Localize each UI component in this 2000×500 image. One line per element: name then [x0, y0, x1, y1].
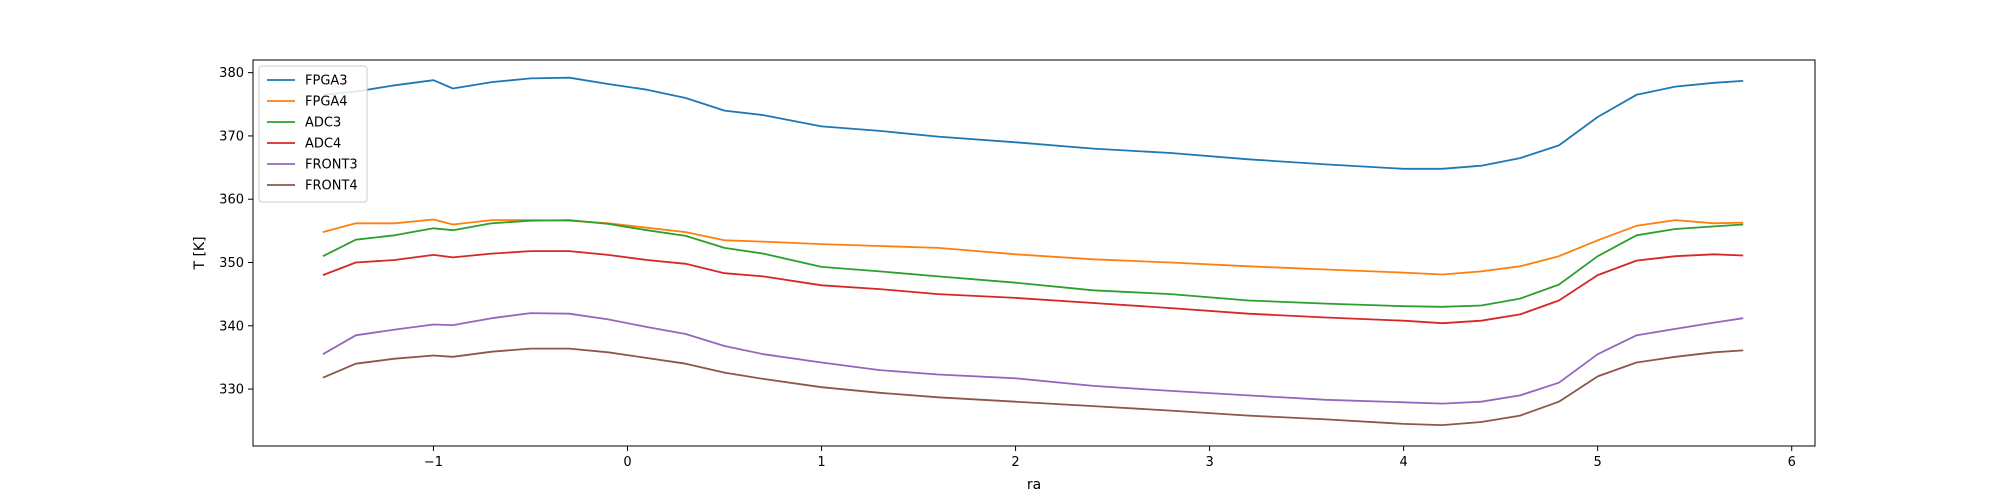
x-axis-label: ra — [1027, 477, 1041, 493]
y-tick-label: 340 — [219, 319, 244, 334]
legend-label-front4: FRONT4 — [305, 179, 358, 194]
x-tick-label: 5 — [1594, 455, 1602, 470]
legend-box — [258, 65, 368, 203]
legend-label-adc3: ADC3 — [305, 116, 341, 131]
series-line-front4 — [322, 347, 1744, 427]
series-line-fpga3 — [322, 76, 1744, 170]
legend-label-front3: FRONT3 — [305, 158, 358, 173]
legend-label-fpga3: FPGA3 — [305, 74, 348, 89]
y-tick-label: 380 — [219, 66, 244, 81]
x-tick-label: 2 — [1011, 455, 1019, 470]
y-tick-label: 370 — [219, 129, 244, 144]
legend-label-adc4: ADC4 — [305, 137, 341, 152]
series-line-fpga4 — [322, 218, 1744, 276]
y-axis-label: T [K] — [192, 236, 208, 270]
y-tick-label: 360 — [219, 193, 244, 208]
plot-frame — [252, 59, 1816, 447]
y-axis: 330 340 350 360 370 380 — [219, 66, 253, 398]
y-tick-label: 330 — [219, 383, 244, 398]
legend-label-fpga4: FPGA4 — [305, 95, 348, 110]
series-line-adc3 — [322, 219, 1744, 308]
legend: FPGA3 FPGA4 ADC3 ADC4 FRONT3 FRONT4 — [258, 65, 368, 203]
y-tick-label: 350 — [219, 256, 244, 271]
x-tick-label: 0 — [623, 455, 631, 470]
x-tick-label: −1 — [424, 455, 443, 470]
x-tick-label: 6 — [1788, 455, 1796, 470]
x-tick-label: 4 — [1400, 455, 1408, 470]
x-tick-label: 3 — [1205, 455, 1213, 470]
series-lines — [322, 76, 1744, 427]
series-line-adc4 — [322, 250, 1744, 325]
x-tick-label: 1 — [817, 455, 825, 470]
x-axis: −1 0 1 2 3 4 5 6 — [424, 446, 1796, 470]
series-line-front3 — [322, 312, 1744, 405]
